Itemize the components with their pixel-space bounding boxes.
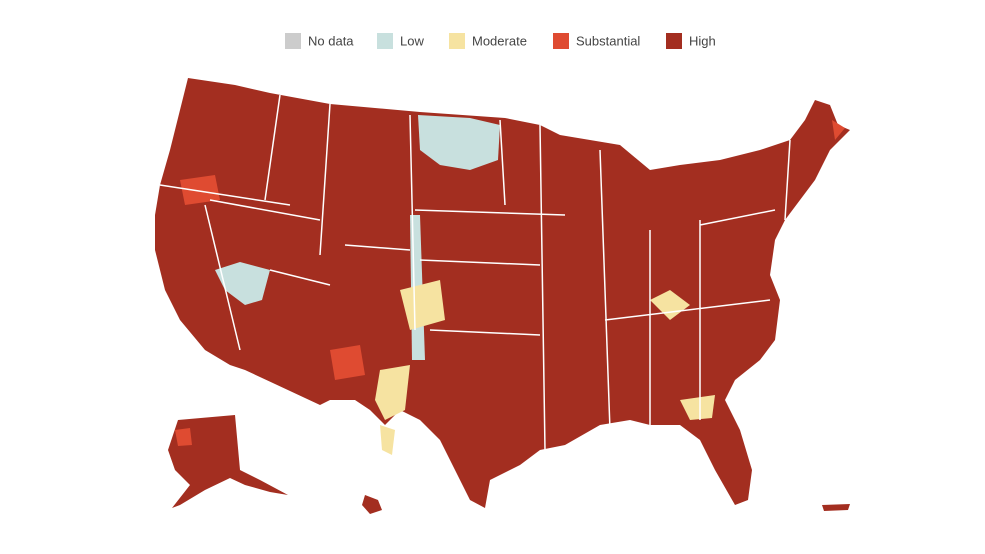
legend-swatch bbox=[449, 33, 465, 49]
hawaii bbox=[362, 495, 382, 514]
legend-label: No data bbox=[308, 33, 354, 48]
moderate-region bbox=[680, 395, 715, 420]
low-region bbox=[215, 262, 270, 305]
legend-label: Moderate bbox=[472, 33, 527, 48]
alaska bbox=[168, 415, 288, 508]
substantial-region bbox=[175, 428, 192, 446]
low-region bbox=[418, 115, 500, 170]
legend-label: Low bbox=[400, 33, 424, 48]
legend-swatch bbox=[553, 33, 569, 49]
legend: No data Low Moderate Substantial High bbox=[285, 33, 716, 49]
substantial-region bbox=[832, 120, 845, 140]
us-map bbox=[155, 78, 850, 514]
contiguous-us bbox=[155, 78, 850, 508]
legend-label: Substantial bbox=[576, 33, 640, 48]
puerto-rico bbox=[822, 504, 850, 511]
moderate-region bbox=[380, 425, 395, 455]
legend-swatch bbox=[666, 33, 682, 49]
legend-label: High bbox=[689, 33, 716, 48]
substantial-region bbox=[330, 345, 365, 380]
legend-swatch bbox=[285, 33, 301, 49]
state-borders bbox=[159, 94, 791, 451]
legend-swatch bbox=[377, 33, 393, 49]
substantial-region bbox=[180, 175, 220, 205]
moderate-region bbox=[650, 290, 690, 320]
moderate-region bbox=[400, 280, 445, 330]
moderate-region bbox=[375, 365, 410, 420]
